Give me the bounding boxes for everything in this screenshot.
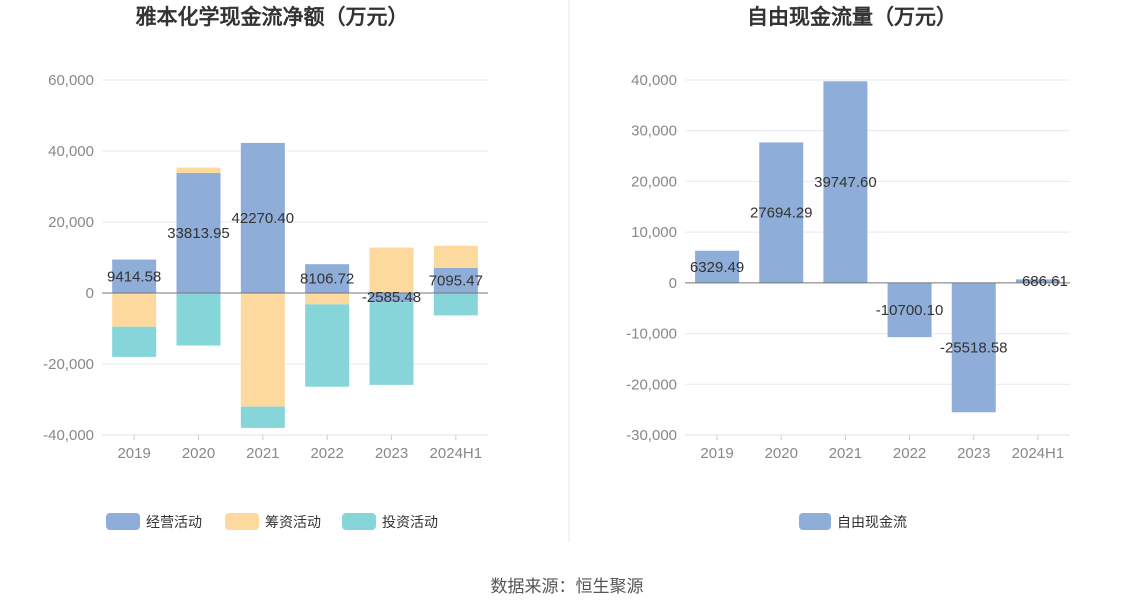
bar-筹资活动-2022 [305,293,350,305]
bar-经营活动-2022 [305,264,350,293]
bar-经营活动-2024H1 [433,267,478,293]
data-label: -25518.58 [940,340,1008,357]
bar-筹资活动-2021 [240,293,285,407]
data-label: 39747.60 [814,174,877,191]
x-tick-label: 2021 [246,445,279,462]
x-tick-label: 2020 [182,445,215,462]
bar-自由现金流-2022 [887,282,932,338]
data-label: 9414.58 [107,268,161,285]
bar-投资活动-2024H1 [433,293,478,316]
bar-自由现金流-2020 [759,142,804,283]
x-tick-label: 2022 [893,445,926,462]
y-tick-label: -20,000 [43,356,94,373]
bar-经营活动-2021 [240,142,285,293]
y-tick-label: -10,000 [626,326,677,343]
y-tick-label: -20,000 [626,376,677,393]
bar-投资活动-2023 [369,302,414,385]
x-tick-label: 2024H1 [1012,445,1065,462]
bar-经营活动-2020 [176,172,221,293]
x-tick-label: 2021 [829,445,862,462]
bar-自由现金流-2019 [695,250,740,283]
y-tick-label: 10,000 [631,224,677,241]
y-tick-label: 30,000 [631,123,677,140]
bar-经营活动-2023 [369,293,414,303]
x-tick-label: 2020 [765,445,798,462]
y-tick-label: 0 [86,285,94,302]
data-label: -2585.48 [362,289,421,306]
legend-label-经营活动: 经营活动 [146,514,202,530]
bar-投资活动-2019 [112,326,157,357]
bar-筹资活动-2023 [369,247,414,293]
legend-label-投资活动: 投资活动 [382,514,438,530]
right-chart: -30,000 -20,000 -10,000 0 10,000 20,000 30,000… [626,72,1070,530]
x-tick-label: 2023 [375,445,408,462]
left-chart-title: 雅本化学现金流净额（万元） [136,5,409,29]
x-tick-label: 2022 [310,445,343,462]
y-tick-label: -30,000 [626,427,677,444]
left-chart: -40,000 -20,000 0 20,000 40,000 60,000 2019 202… [43,72,488,530]
data-label: 6329.49 [690,259,744,276]
legend-swatch-自由现金流 [799,513,831,530]
bar-自由现金流-2024H1 [1015,279,1060,283]
y-tick-label: 60,000 [48,72,94,89]
x-tick-label: 2024H1 [430,445,483,462]
bar-自由现金流-2021 [823,81,868,283]
legend-label-自由现金流: 自由现金流 [837,514,907,530]
data-label: 42270.40 [232,210,295,227]
x-tick-label: 2019 [700,445,733,462]
y-tick-label: 40,000 [48,143,94,160]
x-tick-label: 2019 [117,445,150,462]
legend-swatch-投资活动 [342,513,376,530]
bar-投资活动-2021 [240,406,285,428]
bar-自由现金流-2023 [951,282,996,413]
x-tick-label: 2023 [957,445,990,462]
legend-label-筹资活动: 筹资活动 [265,514,321,530]
bar-投资活动-2022 [305,304,350,387]
legend-swatch-经营活动 [106,513,140,530]
y-tick-label: 20,000 [48,214,94,231]
bar-经营活动-2019 [112,259,157,293]
legend-swatch-筹资活动 [225,513,259,530]
y-tick-label: 20,000 [631,173,677,190]
data-source: 数据来源：恒生聚源 [491,577,644,596]
data-label: 8106.72 [300,271,354,288]
data-label: 7095.47 [429,272,483,289]
bar-筹资活动-2019 [112,293,157,327]
data-label: -10700.10 [876,302,944,319]
y-tick-label: 40,000 [631,72,677,89]
data-label: 33813.95 [167,225,230,242]
data-label: 27694.29 [750,205,813,222]
y-tick-label: 0 [669,275,677,292]
y-tick-label: -40,000 [43,427,94,444]
right-chart-title: 自由现金流量（万元） [747,5,957,29]
bar-筹资活动-2020 [176,167,221,173]
bar-投资活动-2020 [176,293,221,346]
bar-筹资活动-2024H1 [433,245,478,268]
data-label: 686.61 [1022,273,1068,290]
